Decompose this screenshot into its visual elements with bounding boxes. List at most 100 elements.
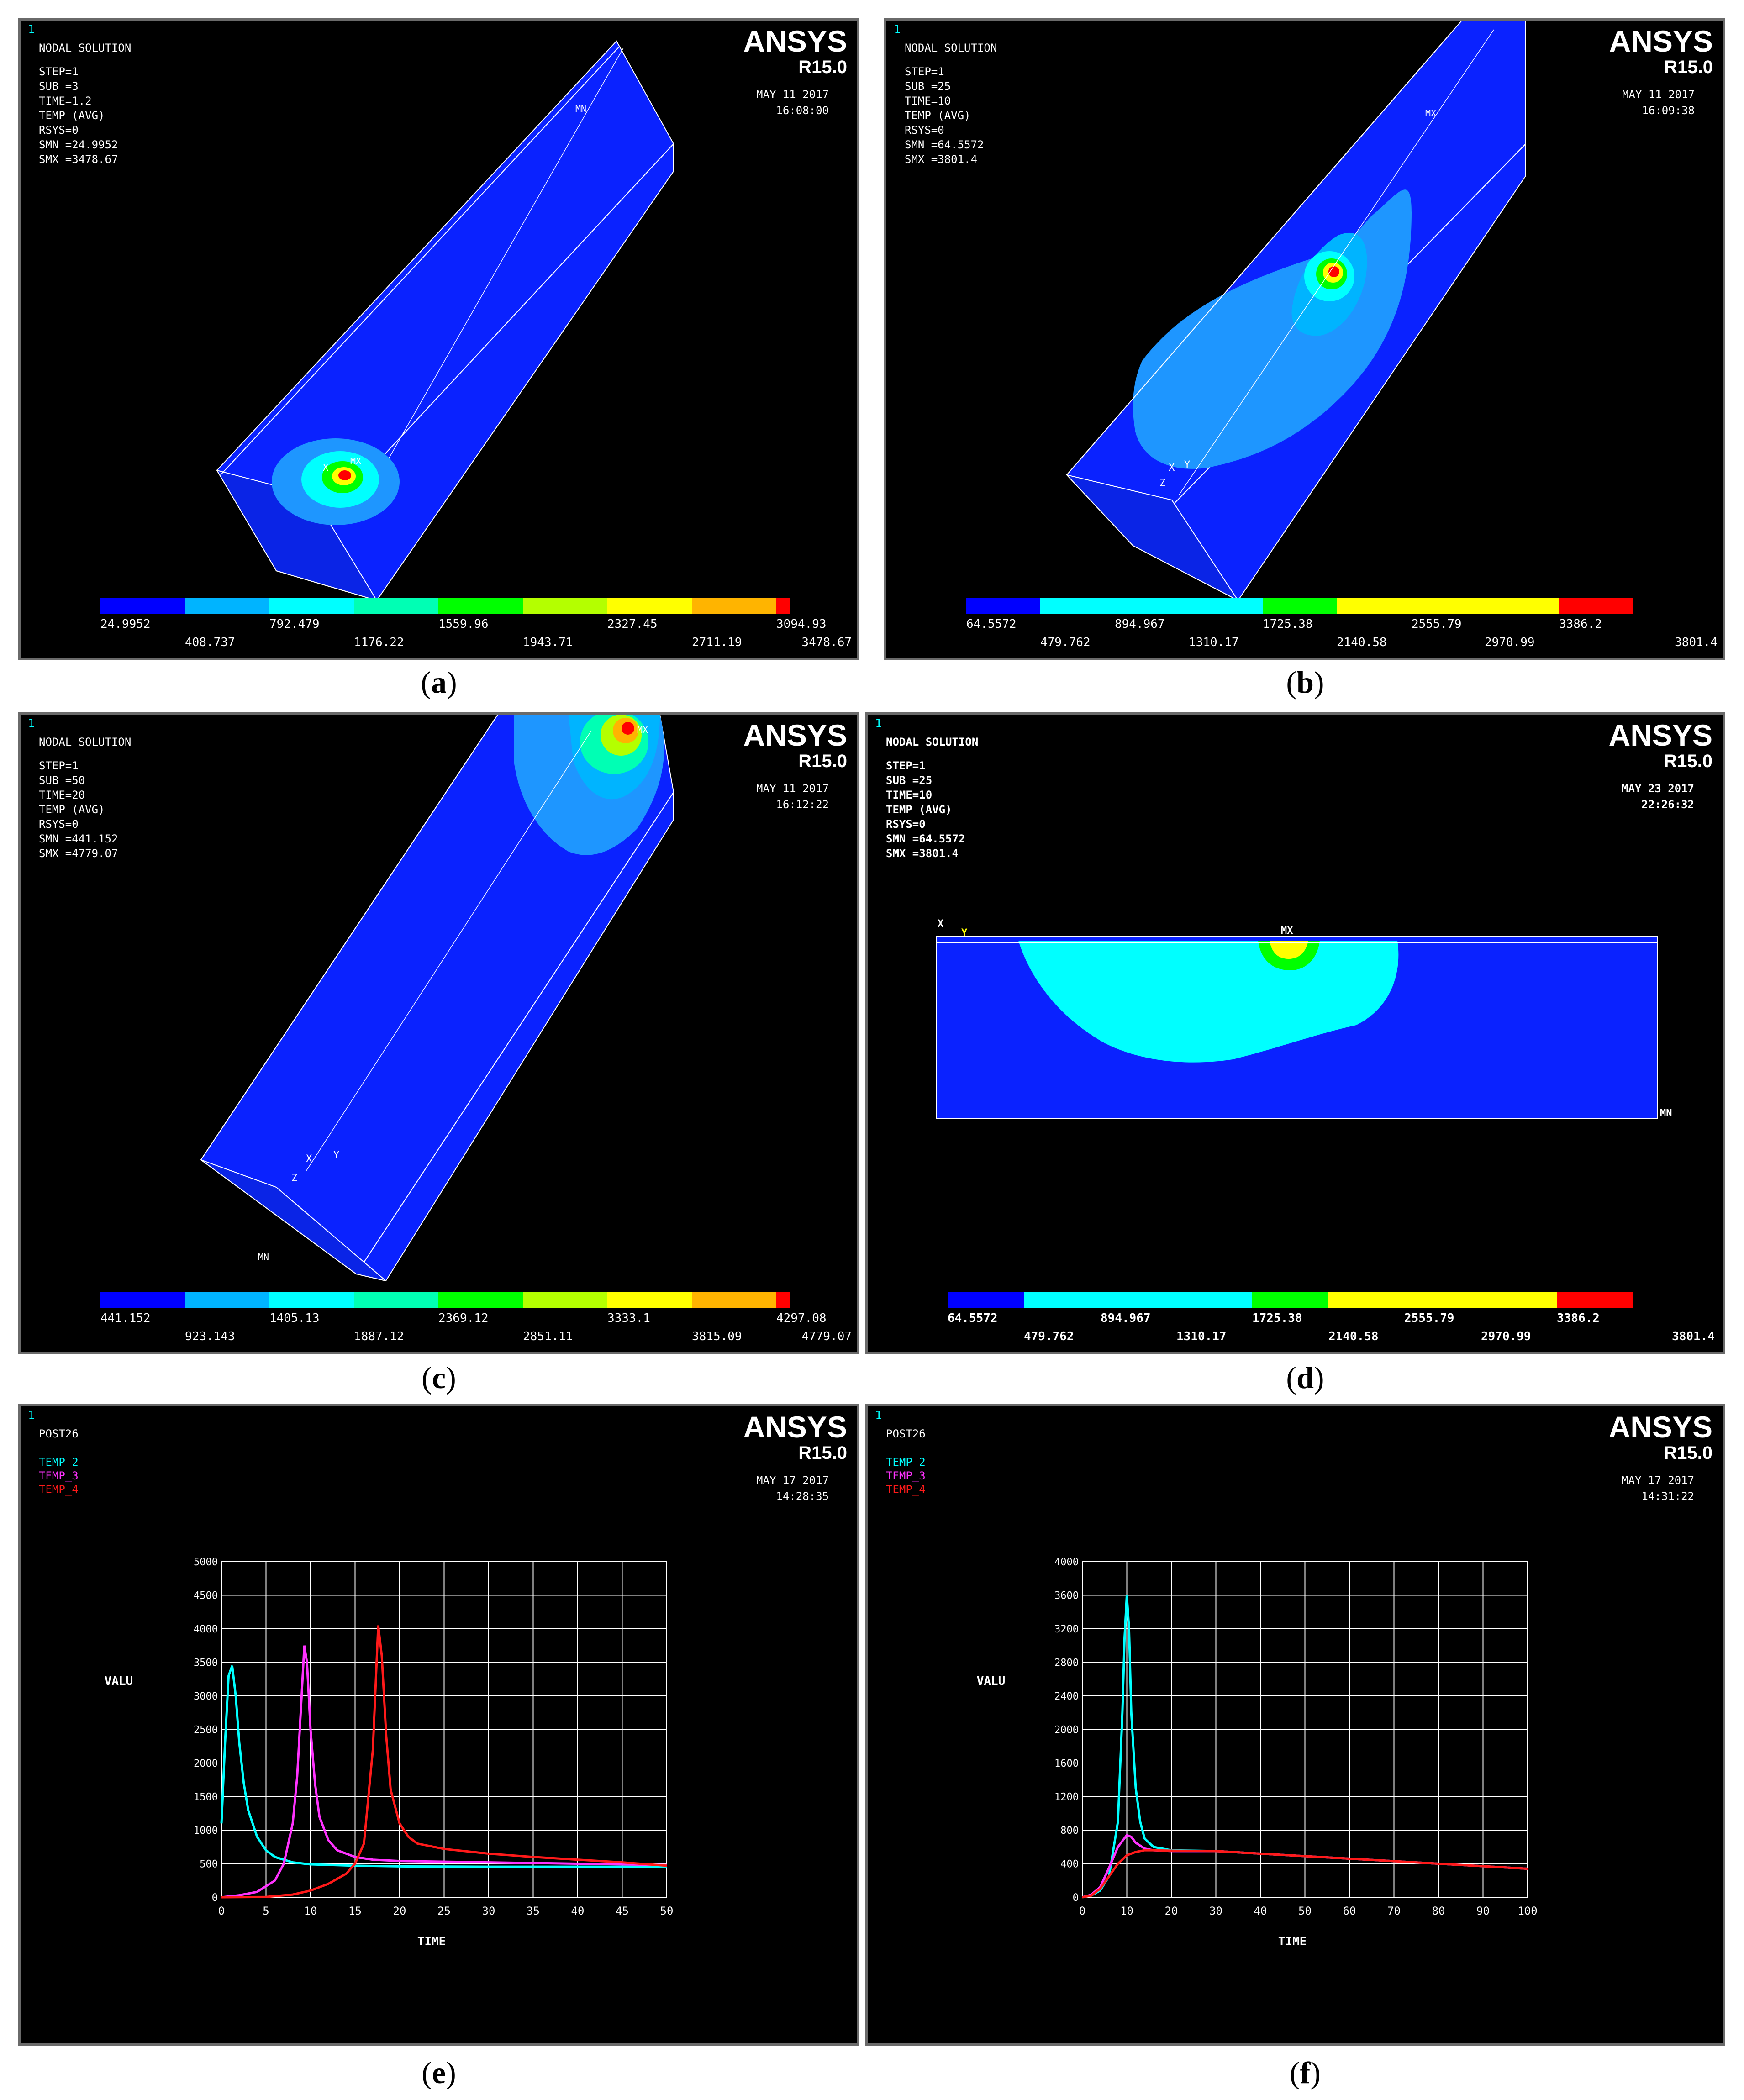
- panel-d: 1 NODAL SOLUTION STEP=1 SUB =25 TIME=10 …: [865, 712, 1725, 1354]
- legend-swatch: [523, 598, 607, 614]
- window-number: 1: [28, 1409, 35, 1422]
- legend-entry: TEMP_4: [39, 1483, 79, 1496]
- header-line: TIME=10: [886, 789, 932, 801]
- caption-letter: c: [432, 1360, 446, 1395]
- caption-letter: f: [1300, 2055, 1311, 2090]
- y-tick-label: 3200: [1054, 1624, 1079, 1635]
- panel-a-canvas: 1 NODAL SOLUTION STEP=1 SUB =3 TIME=1.2 …: [28, 23, 852, 649]
- header-line: RSYS=0: [886, 818, 926, 831]
- legend-label: 3386.2: [1557, 1311, 1600, 1325]
- legend-label: 4297.08: [776, 1311, 827, 1325]
- model-edges: [1066, 21, 1494, 496]
- centre-line: [367, 47, 624, 496]
- legend-label: 1176.22: [354, 636, 404, 649]
- y-tick-label: 5000: [194, 1557, 218, 1568]
- legend-swatch: [1040, 598, 1263, 614]
- window-number: 1: [875, 1409, 882, 1422]
- ansys-version: R15.0: [798, 57, 847, 77]
- chart-series: [220, 1625, 667, 1899]
- mn-marker: MN: [1660, 1108, 1672, 1119]
- legend-label: 792.479: [269, 617, 320, 631]
- legend-swatch: [100, 1292, 185, 1308]
- axis-y-label: Y: [1184, 459, 1190, 471]
- axis-x-label: X: [938, 918, 943, 930]
- legend-label: 64.5572: [966, 617, 1017, 631]
- caption-b: (b): [1286, 665, 1324, 700]
- legend-swatch: [185, 1292, 269, 1308]
- mx-marker: MX: [350, 456, 361, 467]
- x-tick-label: 0: [1079, 1905, 1085, 1917]
- time-label: 16:12:22: [776, 798, 829, 811]
- y-tick-label: 4000: [1054, 1557, 1079, 1568]
- legend-swatch: [1337, 598, 1559, 614]
- date-label: MAY 11 2017: [756, 782, 829, 795]
- legend-swatch: [438, 598, 523, 614]
- y-tick-label: 3500: [194, 1658, 218, 1669]
- legend-label: 479.762: [1040, 636, 1091, 649]
- x-tick-label: 50: [660, 1905, 674, 1917]
- x-tick-label: 70: [1387, 1905, 1401, 1917]
- caption-letter: b: [1296, 665, 1314, 700]
- model-3d: [216, 40, 674, 601]
- heat-spot: [514, 715, 664, 855]
- header-line: NODAL SOLUTION: [905, 42, 997, 54]
- mx-marker: MX: [1281, 925, 1293, 937]
- y-tick-label: 4000: [194, 1624, 218, 1635]
- header-line: TIME=1.2: [39, 95, 92, 107]
- header-line: TEMP (AVG): [886, 803, 952, 816]
- legend-label: 2327.45: [607, 617, 658, 631]
- legend-swatch: [269, 598, 354, 614]
- header-line: STEP=1: [39, 65, 79, 78]
- y-tick-label: 0: [1073, 1892, 1079, 1904]
- legend-label: 2369.12: [438, 1311, 489, 1325]
- x-tick-label: 25: [437, 1905, 451, 1917]
- legend-label: 3478.67: [801, 636, 852, 649]
- window-number: 1: [875, 717, 882, 731]
- ansys-logo: ANSYS: [743, 1410, 847, 1444]
- x-tick-label: 5: [263, 1905, 269, 1917]
- legend-entry: TEMP_3: [39, 1469, 79, 1482]
- end-face: [200, 1159, 386, 1281]
- time-label: 16:09:38: [1642, 104, 1695, 117]
- axis-z-label: Z: [291, 1173, 297, 1184]
- time-label: 22:26:32: [1641, 798, 1694, 811]
- legend-label: 2970.99: [1481, 1330, 1531, 1343]
- y-tick-label: 800: [1060, 1825, 1079, 1837]
- legend-entry: TEMP_2: [39, 1456, 79, 1468]
- chart-series: [1082, 1595, 1528, 1899]
- ansys-version: R15.0: [798, 751, 847, 771]
- header-line: SMX =3801.4: [905, 153, 977, 166]
- heat-plume: [1133, 189, 1412, 469]
- y-tick-label: 1000: [194, 1825, 218, 1837]
- y-tick-label: 1200: [1054, 1792, 1079, 1803]
- y-tick-label: 500: [200, 1859, 218, 1870]
- y-axis-label: VALU: [977, 1674, 1006, 1688]
- color-legend: 24.9952 792.479 1559.96 2327.45 3094.93 …: [100, 598, 852, 649]
- legend-swatch: [269, 1292, 354, 1308]
- x-tick-label: 40: [1254, 1905, 1267, 1917]
- legend-label: 3801.4: [1672, 1330, 1715, 1343]
- panel-e-canvas: 1 POST26 MAY 17 2017 14:28:35 ANSYS R15.…: [28, 1409, 847, 1948]
- heat-spot: [272, 438, 400, 525]
- y-tick-label: 2400: [1054, 1691, 1079, 1702]
- series-line-temp-4: [221, 1625, 667, 1899]
- panel-e: 1 POST26 MAY 17 2017 14:28:35 ANSYS R15.…: [18, 1404, 859, 2046]
- caption-c: (c): [422, 1360, 456, 1395]
- header-line: SMN =441.152: [39, 832, 118, 845]
- legend-label: 1310.17: [1189, 636, 1239, 649]
- header-line: POST26: [39, 1427, 79, 1440]
- y-tick-label: 2800: [1054, 1658, 1079, 1669]
- date-label: MAY 17 2017: [1622, 1474, 1694, 1487]
- panel-d-canvas: 1 NODAL SOLUTION STEP=1 SUB =25 TIME=10 …: [875, 717, 1715, 1343]
- cross-section: [936, 936, 1658, 1119]
- time-label: 14:28:35: [776, 1490, 829, 1503]
- header-line: SUB =25: [886, 774, 932, 787]
- x-tick-label: 0: [218, 1905, 225, 1917]
- time-label: 16:08:00: [776, 104, 829, 117]
- legend-label: 894.967: [1101, 1311, 1151, 1325]
- mn-marker: MN: [575, 103, 586, 114]
- legend-swatch: [100, 598, 185, 614]
- x-tick-label: 80: [1432, 1905, 1445, 1917]
